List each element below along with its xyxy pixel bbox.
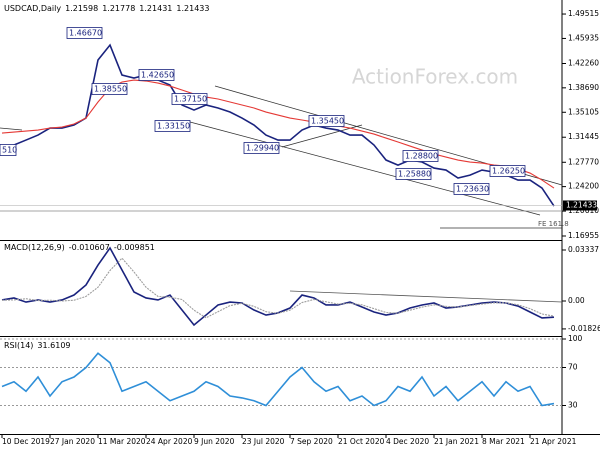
annotation-box — [171, 93, 208, 105]
series-line — [1, 352, 555, 407]
trend-line — [189, 121, 541, 216]
reading: 1.21433 — [176, 4, 209, 13]
annotation-label: 1.35450 — [311, 117, 344, 126]
annotation-label: 1.28800 — [405, 152, 438, 161]
panel-header: MACD(12,26,9) -0.010607 -0.009851 — [4, 243, 155, 252]
panel-title: MACD(12,26,9) — [4, 243, 65, 252]
annotation-label: 1.38550 — [94, 85, 127, 94]
x-tick-label: 24 Apr 2020 — [146, 437, 193, 446]
y-tick-label: 1.31445 — [568, 132, 599, 141]
annotation-box — [243, 142, 280, 154]
last-price-label: 1.21433 — [566, 200, 597, 209]
y-tick-label: 70 — [568, 363, 578, 372]
panel-title: USDCAD,Daily — [4, 4, 61, 13]
y-tick-label: 1.49515 — [568, 9, 599, 18]
x-tick-label: 21 Oct 2020 — [338, 437, 385, 446]
y-tick-label: 1.45935 — [568, 33, 599, 42]
x-tick-label: 27 Jan 2020 — [50, 437, 95, 446]
y-tick-label: 1.24200 — [568, 182, 599, 191]
y-tick-label: 30 — [568, 401, 578, 410]
y-tick-label: 1.27770 — [568, 157, 599, 166]
y-tick-label: 0.03337 — [568, 245, 599, 254]
series-line — [1, 79, 555, 189]
annotation-box — [308, 115, 345, 127]
macd-trend-line — [289, 290, 563, 303]
x-tick-label: 23 Jul 2020 — [242, 437, 285, 446]
reading: -0.009851 — [114, 243, 155, 252]
annotation-box — [66, 27, 103, 39]
y-tick-label: 0.00 — [568, 296, 585, 305]
annotation-label: 1.23630 — [456, 185, 489, 194]
annotation-label: 1.46670 — [69, 29, 102, 38]
annotation-label: 1.26250 — [492, 167, 525, 176]
reading: 1.21598 — [65, 4, 98, 13]
annotation-label: 1.37150 — [174, 95, 207, 104]
trend-line — [0, 127, 23, 131]
annotation-box — [0, 144, 17, 156]
y-tick-label: 1.16955 — [568, 231, 599, 240]
watermark: ActionForex.com — [352, 65, 518, 89]
y-tick-label: 1.20610 — [568, 206, 599, 215]
y-tick-label: 1.35105 — [568, 107, 599, 116]
trend-line — [281, 124, 363, 148]
annotation-label: 1.33150 — [157, 122, 190, 131]
series-line — [1, 257, 555, 319]
annotation-label: 510 — [2, 146, 17, 155]
annotation-box — [154, 120, 191, 132]
annotation-box — [91, 83, 128, 95]
series-line — [1, 43, 555, 207]
x-tick-label: 11 Mar 2020 — [98, 437, 146, 446]
annotation-box — [453, 183, 490, 195]
x-tick-label: 9 Jun 2020 — [194, 437, 235, 446]
annotation-box — [489, 165, 526, 177]
x-tick-label: 21 Apr 2021 — [530, 437, 577, 446]
last-price-box — [563, 200, 597, 211]
y-tick-label: 1.42260 — [568, 58, 599, 67]
y-tick-label: 100 — [568, 334, 583, 343]
reading: 1.21431 — [139, 4, 172, 13]
x-tick-label: 4 Dec 2020 — [386, 437, 429, 446]
x-tick-label: 7 Sep 2020 — [290, 437, 333, 446]
x-tick-label: 21 Jan 2021 — [434, 437, 479, 446]
annotation-label: 1.25880 — [398, 170, 431, 179]
reading: 1.21778 — [102, 4, 135, 13]
annotation-label: 1.42650 — [141, 71, 174, 80]
annotation-label: 1.29940 — [246, 144, 279, 153]
x-tick-label: 8 Mar 2021 — [482, 437, 525, 446]
annotation-box — [402, 150, 439, 162]
panel-header: RSI(14) 31.6109 — [4, 341, 71, 350]
y-tick-label: 1.38690 — [568, 83, 599, 92]
annotation-box — [395, 168, 432, 180]
y-tick-label: -0.018262 — [568, 324, 600, 333]
fe-label: FE 161.8 — [538, 220, 569, 228]
reading: -0.010607 — [69, 243, 110, 252]
panel-title: RSI(14) — [4, 341, 33, 350]
annotation-box — [138, 69, 175, 81]
x-tick-label: 10 Dec 2019 — [2, 437, 50, 446]
panel-header: USDCAD,Daily 1.21598 1.21778 1.21431 1.21433 — [4, 4, 209, 13]
reading: 31.6109 — [37, 341, 70, 350]
